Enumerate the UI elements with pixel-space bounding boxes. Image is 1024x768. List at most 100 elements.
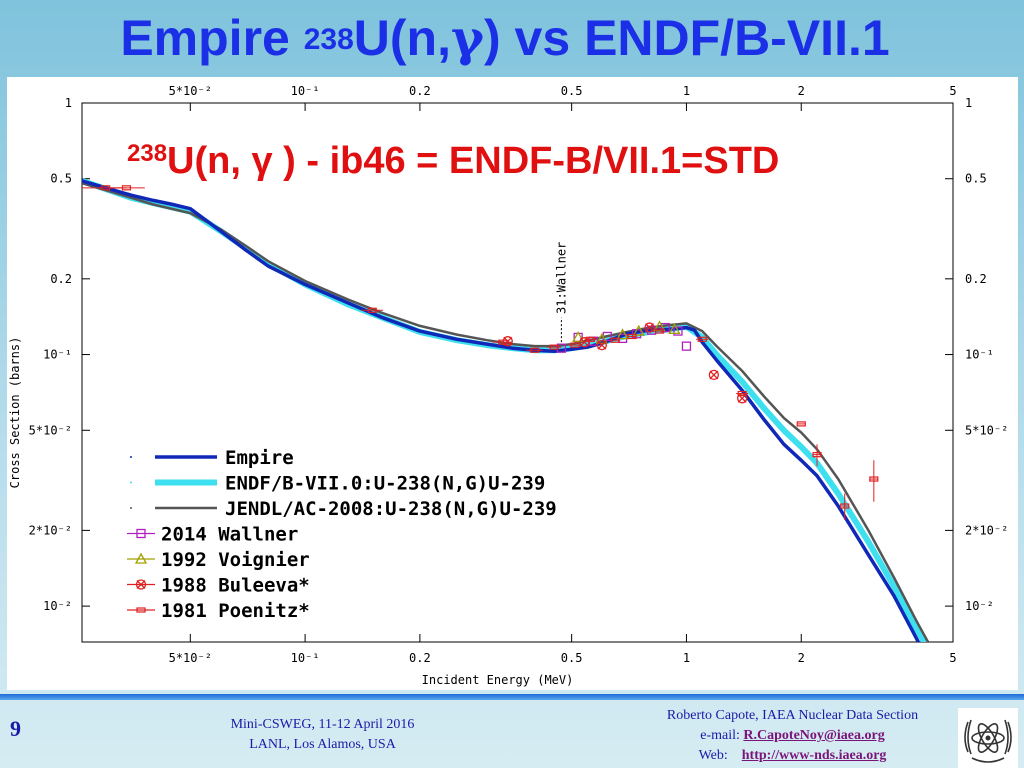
x-tick-label-bottom: 0.5 [561, 651, 583, 665]
chart-title-superscript: 238 [127, 140, 167, 167]
slide-footer: 9 Mini-CSWEG, 11-12 April 2016 LANL, Los… [0, 700, 1024, 768]
legend-marker-5 [135, 579, 147, 590]
y-tick-label-left: 5*10⁻² [29, 423, 72, 437]
legend-label-0: Empire [225, 447, 294, 469]
y-tick-label-right: 10⁻¹ [965, 348, 994, 362]
y-tick-label-right: 2*10⁻² [965, 523, 1008, 537]
legend-label-5: 1988 Buleeva* [161, 575, 310, 597]
y-tick-label-left: 10⁻² [43, 599, 72, 613]
y-tick-label-left: 10⁻¹ [43, 348, 72, 362]
web-link[interactable]: http://www-nds.iaea.org [741, 748, 887, 763]
email-label: e-mail: [700, 728, 740, 743]
x-tick-label-top: 2 [798, 84, 805, 98]
x-tick-label-top: 5*10⁻² [169, 84, 212, 98]
y-tick-label-right: 10⁻² [965, 599, 994, 613]
data-point [644, 322, 655, 333]
legend-dot-1 [130, 481, 132, 484]
data-point [556, 343, 567, 353]
contact-web-row: Web: http://www-nds.iaea.org [620, 746, 965, 766]
web-label: Web: [698, 748, 728, 763]
y-tick-label-left: 0.5 [50, 172, 72, 186]
y-axis-label: Cross Section (barns) [8, 337, 22, 489]
data-point [812, 452, 822, 458]
contact-info: Roberto Capote, IAEA Nuclear Data Sectio… [620, 706, 965, 766]
x-tick-label-top: 0.5 [561, 84, 583, 98]
data-point [530, 347, 540, 353]
legend-marker-3 [136, 528, 146, 539]
x-tick-label-top: 5 [949, 84, 956, 98]
x-tick-label-bottom: 5*10⁻² [169, 651, 212, 665]
data-point [737, 390, 747, 397]
y-tick-label-right: 0.5 [965, 172, 987, 186]
x-axis-label: Incident Energy (MeV) [422, 673, 574, 687]
y-tick-label-left: 2*10⁻² [29, 523, 72, 537]
data-point [840, 503, 850, 509]
y-tick-label-left: 1 [65, 96, 72, 110]
x-tick-label-top: 10⁻¹ [291, 84, 320, 98]
data-point [585, 336, 596, 342]
data-point [708, 369, 720, 381]
page-number: 9 [10, 716, 21, 741]
y-tick-label-right: 0.2 [965, 272, 987, 286]
data-point [697, 336, 707, 342]
legend-label-3: 2014 Wallner [161, 524, 298, 546]
x-tick-label-top: 0.2 [409, 84, 431, 98]
legend-label-2: JENDL/AC-2008:U-238(N,G)U-239 [225, 498, 557, 520]
email-link[interactable]: R.CapoteNoy@iaea.org [743, 728, 885, 743]
data-point [595, 332, 608, 344]
x-tick-label-bottom: 0.2 [409, 651, 431, 665]
contact-email-row: e-mail: R.CapoteNoy@iaea.org [620, 726, 965, 746]
meeting-name: Mini-CSWEG, 11-12 April 2016 [230, 717, 415, 732]
data-point [570, 342, 580, 348]
data-point [681, 341, 692, 351]
meeting-info: Mini-CSWEG, 11-12 April 2016 LANL, Los A… [190, 715, 455, 755]
slide-title: Empire 238U(n,γ) vs ENDF/B-VII.1 [0, 2, 1010, 74]
data-point [869, 476, 879, 482]
data-point [610, 337, 620, 343]
x-tick-label-top: 1 [683, 84, 690, 98]
chart-panel: 5*10⁻² 5*10⁻² 10⁻¹ 10⁻¹ 0.2 0.2 0.5 0.5 1 1 2 2 5 5 1 1… [7, 77, 1018, 690]
legend-marker-4 [134, 552, 148, 564]
title-pre: Empire [120, 10, 304, 66]
legend-marker-6 [136, 607, 146, 613]
title-gamma: γ [451, 8, 485, 67]
legend-label-1: ENDF/B-VII.0:U-238(N,G)U-239 [225, 473, 545, 495]
data-point [498, 339, 508, 345]
x-tick-label-bottom: 5 [949, 651, 956, 665]
legend-dot-2 [130, 507, 132, 509]
data-point [668, 322, 681, 334]
y-tick-label-right: 1 [965, 96, 972, 110]
plot-frame [81, 102, 954, 643]
data-point [796, 421, 806, 427]
title-post: ) vs ENDF/B-VII.1 [484, 10, 890, 66]
chart-title: 238U(n, γ ) - ib46 = ENDF-B/VII.1=STD [127, 140, 779, 182]
data-point [549, 344, 559, 350]
chart-title-text: U(n, γ ) - ib46 = ENDF-B/VII.1=STD [167, 140, 779, 182]
contact-name: Roberto Capote, IAEA Nuclear Data Sectio… [666, 708, 919, 723]
data-point [654, 328, 665, 334]
x-tick-label-bottom: 10⁻¹ [291, 651, 320, 665]
footer-divider [0, 694, 1024, 700]
data-point [627, 333, 637, 340]
series-line-0 [82, 179, 921, 642]
y-tick-label-left: 0.2 [50, 272, 72, 286]
data-point [616, 328, 629, 340]
data-point [367, 307, 377, 313]
data-point [673, 326, 683, 336]
data-point [121, 185, 132, 191]
title-superscript: 238 [303, 23, 354, 56]
series-line-2 [82, 182, 930, 642]
data-point [660, 322, 670, 333]
legend-dot-0 [130, 456, 132, 458]
annotation-label: 31:Wallner [554, 242, 568, 314]
y-tick-label-right: 5*10⁻² [965, 423, 1008, 437]
data-point [632, 324, 645, 336]
data-point [572, 331, 585, 343]
legend-label-4: 1992 Voignier [161, 549, 310, 571]
x-tick-label-bottom: 2 [798, 651, 805, 665]
title-mid: U(n, [353, 10, 451, 66]
legend-label-6: 1981 Poenitz* [161, 600, 310, 622]
data-point [596, 339, 607, 351]
iaea-logo-icon [958, 708, 1018, 768]
